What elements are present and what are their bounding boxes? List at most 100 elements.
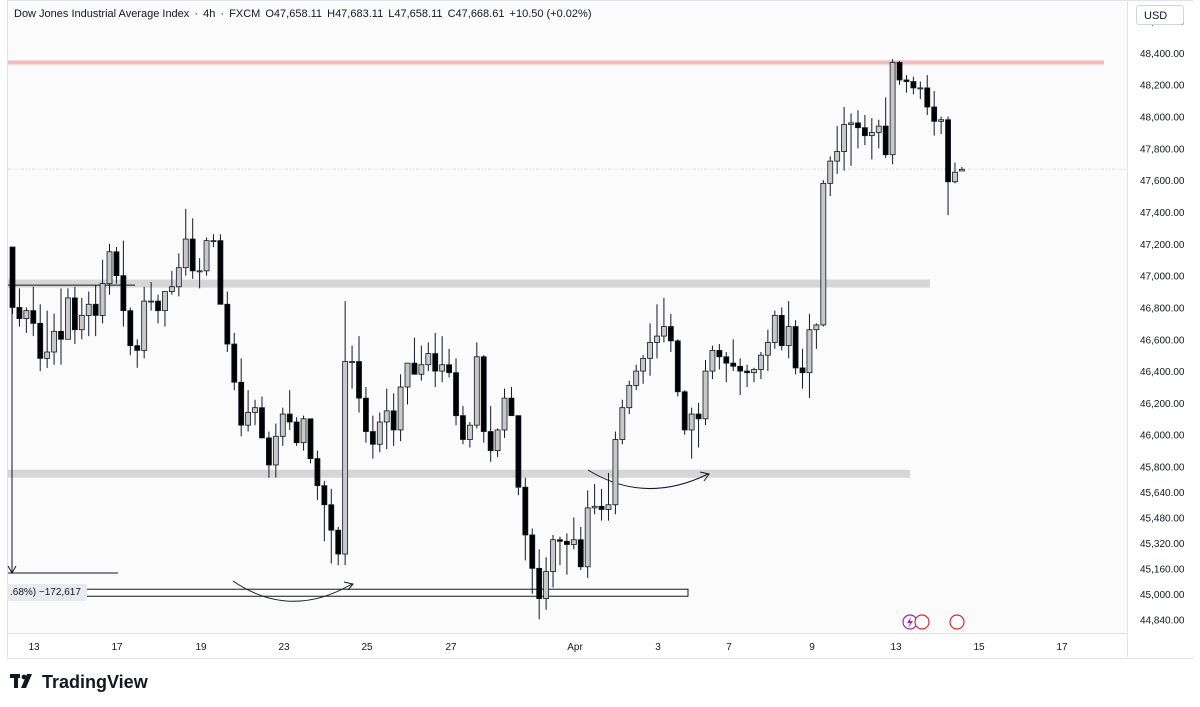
candle-down	[224, 303, 231, 345]
candle-up	[938, 119, 945, 122]
candle-up	[868, 132, 875, 137]
candle-down	[674, 340, 681, 393]
candle-down	[155, 300, 161, 312]
candle-up	[404, 362, 411, 388]
candle-up	[168, 286, 175, 292]
candle-down	[120, 275, 127, 312]
candle-down	[30, 310, 37, 324]
candle-up	[196, 270, 203, 273]
price-tick-label: 47,000.00	[1140, 272, 1185, 283]
time-tick-label: 27	[445, 642, 457, 653]
candle-down	[446, 364, 452, 374]
candle-up	[584, 507, 591, 568]
candle-down	[564, 540, 570, 545]
candle-down	[16, 307, 23, 319]
candle-up	[827, 160, 834, 184]
candle-down	[924, 87, 931, 108]
candle-up	[848, 122, 854, 125]
candle-up	[612, 439, 619, 506]
price-tick-label: 45,480.00	[1140, 513, 1185, 524]
exchange-label: FXCM	[229, 8, 261, 20]
time-tick-label: 15	[973, 642, 985, 653]
candle-down	[390, 410, 397, 431]
resistance-line	[8, 60, 1104, 65]
candle-down	[716, 350, 723, 358]
candle-up	[764, 342, 771, 356]
candle-up	[425, 353, 432, 366]
price-tick-label: 45,000.00	[1140, 590, 1185, 601]
candle-down	[259, 407, 265, 439]
candle-down	[577, 539, 584, 568]
candle-down	[363, 397, 369, 432]
price-tick-label: 48,200.00	[1140, 81, 1185, 92]
interval-label[interactable]: 4h	[203, 8, 216, 20]
candle-down	[217, 240, 224, 305]
candle-down	[286, 413, 293, 423]
candle-up	[806, 329, 813, 374]
candle-up	[633, 370, 640, 386]
candle-up	[300, 418, 307, 444]
time-tick-label: 17	[1056, 642, 1068, 653]
plot-area[interactable]	[8, 1, 1127, 633]
candle-up	[889, 62, 896, 156]
candle-up	[709, 350, 716, 372]
price-tick-label: 46,600.00	[1140, 335, 1185, 346]
candle-up	[605, 504, 612, 510]
candle-down	[882, 125, 889, 156]
support-box-bottom	[7, 588, 689, 597]
candle-down	[737, 365, 744, 372]
candle-down	[460, 415, 466, 440]
price-axis[interactable]	[1127, 1, 1193, 657]
candle-up	[785, 326, 792, 347]
candle-up	[702, 370, 709, 420]
candle-up	[51, 330, 57, 353]
symbol-name[interactable]: Dow Jones Industrial Average Index	[14, 8, 190, 20]
time-tick-label: 9	[809, 642, 815, 653]
candle-down	[453, 372, 459, 417]
support-zone-lower	[8, 469, 910, 478]
candle-up	[85, 303, 92, 316]
candle-up	[661, 326, 667, 337]
candle-up	[626, 385, 633, 409]
candle-up	[751, 369, 757, 374]
price-tick-label: 45,800.00	[1140, 463, 1185, 474]
curve-arrow-left-head	[343, 581, 354, 591]
candle-up	[23, 310, 30, 319]
candle-up	[875, 125, 882, 133]
candle-down	[529, 534, 536, 569]
candle-up	[162, 291, 168, 312]
candle-up	[99, 283, 106, 316]
ohlc-change: +10.50 (+0.02%)	[509, 8, 592, 20]
us-flag-event-icon	[949, 614, 965, 630]
tradingview-logo[interactable]: TradingView	[10, 672, 148, 693]
candle-up	[383, 410, 390, 423]
candle-down	[71, 297, 78, 331]
candle-down	[307, 418, 314, 459]
time-tick-label: 3	[655, 642, 661, 653]
candle-up	[834, 151, 841, 162]
price-tick-label: 48,400.00	[1140, 49, 1185, 60]
price-tick-label: 46,000.00	[1140, 431, 1185, 442]
candle-down	[321, 485, 328, 506]
ohlc-open: O47,658.11	[265, 8, 323, 20]
currency-button[interactable]: USD	[1136, 5, 1184, 25]
candle-down	[356, 361, 362, 399]
price-tick-label: 44,840.00	[1140, 615, 1185, 626]
candle-up	[570, 539, 577, 545]
candle-up	[473, 356, 480, 426]
time-tick-label: Apr	[567, 642, 583, 653]
ohlc-high: H47,683.11	[327, 8, 384, 20]
candle-down	[695, 413, 702, 420]
candle-up	[550, 539, 556, 572]
candle-up	[813, 324, 820, 331]
candle-up	[349, 361, 355, 363]
time-axis[interactable]	[8, 633, 1127, 658]
us-flag-event-icon	[914, 614, 930, 630]
curve-arrow-left	[232, 580, 353, 602]
lightning-glyph-icon	[907, 617, 913, 628]
price-tick-label: 46,400.00	[1140, 367, 1185, 378]
candle-down	[681, 391, 688, 431]
candle-up	[501, 397, 508, 431]
candle-down	[9, 246, 16, 308]
